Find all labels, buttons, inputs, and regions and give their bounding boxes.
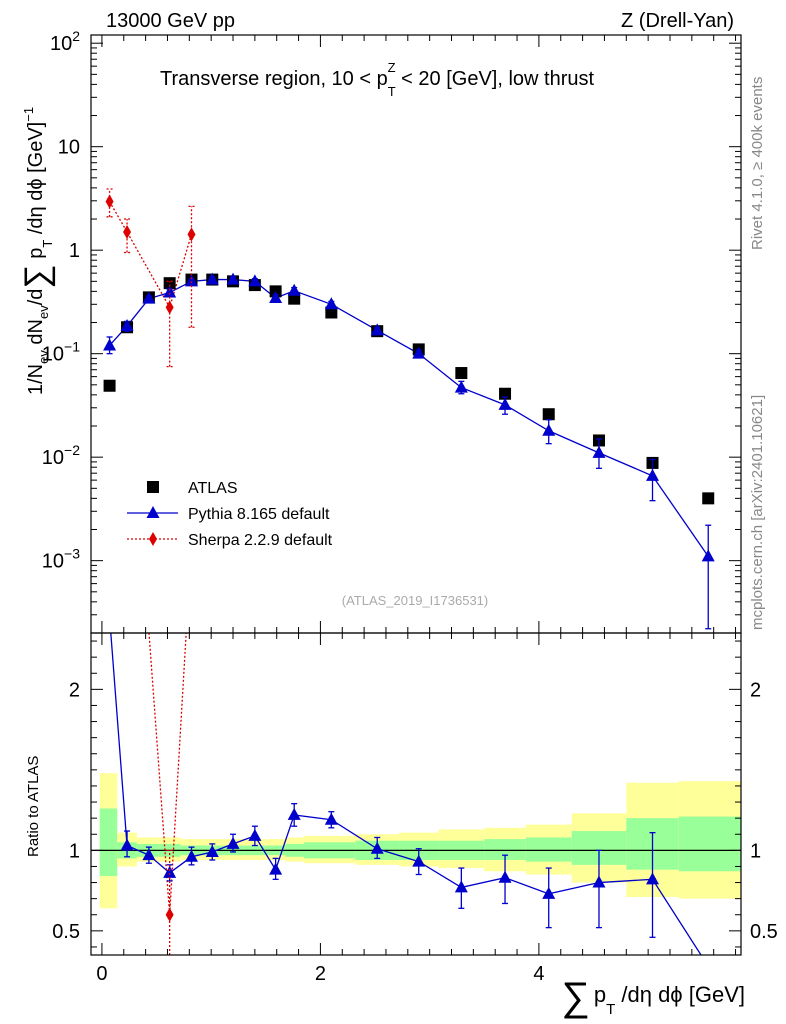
- pythia-point: [287, 283, 301, 296]
- ratio-y-tick-label-left: 2: [69, 679, 80, 701]
- x-tick-label: 0: [96, 963, 107, 985]
- ratio-y-tick-label-left: 1: [69, 840, 80, 862]
- sherpa-ratio-point: [165, 907, 174, 922]
- ratio-plot-frame: [90, 632, 742, 956]
- pythia-error-bar: [705, 524, 712, 630]
- pythia-point: [370, 323, 384, 336]
- pythia-point: [498, 397, 512, 410]
- pythia-point: [163, 285, 177, 298]
- pythia-ratio-line: [110, 633, 702, 955]
- legend-entry: ATLAS: [147, 480, 238, 497]
- pythia-point: [542, 423, 556, 436]
- pythia-ratio-point: [542, 886, 556, 899]
- main-y-tick-label: 10−1: [42, 339, 80, 366]
- pythia-ratio-point: [592, 875, 606, 888]
- atlas-point: [163, 277, 176, 290]
- pythia-point: [185, 274, 199, 287]
- pythia-ratio-point: [185, 849, 199, 862]
- pythia-ratio-point: [370, 841, 384, 854]
- ratio-y-tick-label-right: 0.5: [750, 921, 778, 943]
- pythia-ratio-error-bar: [649, 831, 656, 938]
- uncertainty-band-inner: [99, 808, 118, 877]
- pythia-ratio-point: [412, 854, 426, 867]
- atlas-point: [325, 306, 338, 319]
- x-tick-label: 4: [533, 963, 544, 985]
- pythia-point: [701, 549, 715, 562]
- x-axis-label: ∑ pT /dη dϕ [GeV]: [561, 975, 745, 1019]
- pythia-ratio-point: [269, 862, 283, 875]
- main-y-tick-label: 102: [50, 28, 80, 55]
- pythia-point: [248, 274, 262, 287]
- main-y-tick-label: 10−3: [42, 546, 80, 573]
- pythia-point: [269, 291, 283, 304]
- sherpa-point: [187, 227, 196, 242]
- rivet-version-label: Rivet 4.1.0, ≥ 400k events: [749, 77, 766, 250]
- sherpa-line: [109, 201, 193, 310]
- pythia-point: [592, 445, 606, 458]
- legend-label: Pythia 8.165 default: [188, 506, 330, 523]
- pythia-ratio-point: [498, 870, 512, 883]
- pythia-ratio-point: [163, 865, 177, 878]
- sherpa-point: [165, 300, 174, 315]
- uncertainty-band-inner: [525, 837, 572, 862]
- atlas-point: [542, 408, 555, 421]
- ratio-y-tick-label-right: 1: [750, 840, 761, 862]
- legend: ATLAS Pythia 8.165 default Sherpa 2.2.9 de…: [127, 480, 333, 549]
- pythia-ratio-point: [248, 828, 262, 841]
- x-tick-label: 2: [315, 963, 326, 985]
- main-y-tick-label: 1: [69, 240, 80, 262]
- pythia-point: [226, 272, 240, 285]
- atlas-point: [103, 379, 116, 392]
- sherpa-ratio-error-bar: [166, 849, 173, 955]
- main-y-tick-label: 10: [58, 137, 80, 159]
- pythia-point: [646, 468, 660, 481]
- pythia-point: [412, 346, 426, 359]
- legend-marker: [146, 506, 160, 518]
- pythia-ratio-error-bar: [595, 849, 602, 929]
- pythia-ratio-point: [454, 880, 468, 893]
- atlas-point: [702, 492, 715, 505]
- main-y-tick-label: 10−2: [42, 442, 80, 469]
- pythia-ratio-point: [287, 807, 301, 820]
- sherpa-error-bar: [166, 280, 173, 368]
- svg-text:1/Nev dNev/d∑ pT /dη dϕ [GeV]: 1/Nev dNev/d∑ pT /dη dϕ [GeV]−1: [18, 107, 56, 395]
- mcplots-label: mcplots.cern.ch [arXiv:2401.10621]: [749, 395, 766, 630]
- pythia-point: [454, 380, 468, 393]
- sherpa-point: [105, 194, 114, 209]
- process-label: Z (Drell-Yan): [621, 10, 734, 32]
- legend-entry: Sherpa 2.2.9 default: [127, 532, 333, 549]
- uncertainty-band-inner: [678, 816, 741, 872]
- legend-entry: Pythia 8.165 default: [127, 506, 330, 523]
- ratio-y-axis-label: Ratio to ATLAS: [25, 756, 42, 857]
- energy-label: 13000 GeV pp: [106, 10, 235, 32]
- ratio-y-tick-label-right: 2: [750, 679, 761, 701]
- legend-label: ATLAS: [188, 480, 238, 497]
- sherpa-point: [123, 224, 132, 239]
- legend-label: Sherpa 2.2.9 default: [188, 532, 333, 549]
- pythia-ratio-point: [226, 836, 240, 849]
- atlas-point: [455, 367, 468, 380]
- pythia-point: [205, 272, 219, 285]
- pythia-ratio-point: [120, 838, 134, 851]
- legend-marker: [147, 481, 159, 493]
- sherpa-error-bar: [188, 205, 195, 328]
- legend-marker: [149, 532, 157, 546]
- sherpa-ratio-line: [148, 633, 187, 915]
- pythia-point: [103, 338, 117, 351]
- pythia-ratio-point: [142, 848, 156, 861]
- pythia-ratio-point: [205, 844, 219, 857]
- pythia-point: [120, 319, 134, 332]
- analysis-watermark: (ATLAS_2019_I1736531): [342, 593, 488, 608]
- pythia-ratio-point: [646, 872, 660, 885]
- uncertainty-band-inner: [484, 839, 526, 861]
- ratio-y-tick-label-left: 0.5: [52, 921, 80, 943]
- pythia-ratio-point: [324, 812, 338, 825]
- pythia-point: [142, 291, 156, 304]
- main-y-axis-label: 1/Nev dNev/d∑ pT /dη dϕ [GeV]−1: [18, 107, 56, 395]
- pythia-point: [324, 297, 338, 310]
- plot-title: Transverse region, 10 < pTZ < 20 [GeV], …: [160, 60, 594, 99]
